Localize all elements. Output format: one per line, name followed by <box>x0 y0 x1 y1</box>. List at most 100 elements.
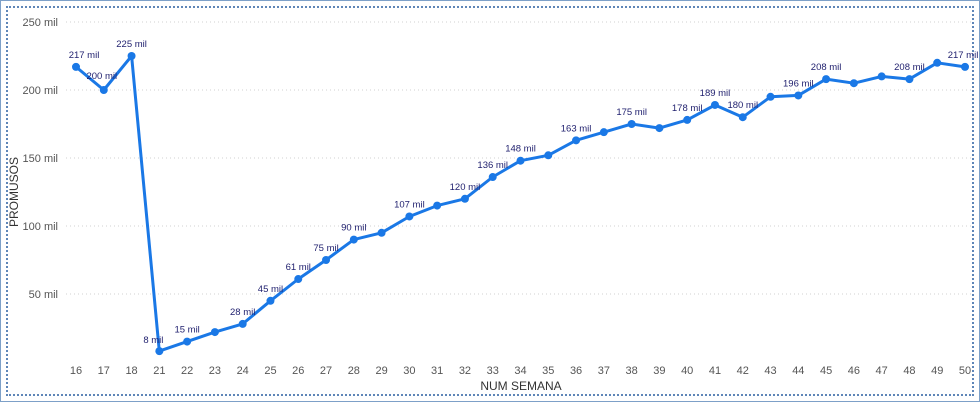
chart-inner-border <box>6 6 974 396</box>
x-tick-label: 46 <box>848 365 860 377</box>
x-tick-label: 21 <box>153 365 165 377</box>
data-point[interactable] <box>183 337 192 346</box>
y-tick-label: 50 mil <box>29 289 58 301</box>
data-point[interactable] <box>155 347 164 356</box>
y-tick-label: 200 mil <box>23 85 58 97</box>
data-label: 75 mil <box>313 243 338 254</box>
x-tick-label: 45 <box>820 365 832 377</box>
y-tick-label: 150 mil <box>23 153 58 165</box>
x-tick-label: 49 <box>931 365 943 377</box>
x-tick-label: 50 <box>959 365 971 377</box>
data-point[interactable] <box>294 275 303 284</box>
data-point[interactable] <box>933 58 942 67</box>
data-point[interactable] <box>710 100 719 109</box>
data-label: 148 mil <box>505 144 536 155</box>
data-label: 175 mil <box>616 107 647 118</box>
data-point[interactable] <box>738 113 747 122</box>
x-tick-label: 40 <box>681 365 693 377</box>
data-label: 45 mil <box>258 284 283 295</box>
data-points <box>72 52 969 356</box>
data-label: 15 mil <box>174 325 199 336</box>
x-tick-label: 16 <box>70 365 82 377</box>
data-label: 61 mil <box>286 262 311 273</box>
x-tick-label: 36 <box>570 365 582 377</box>
data-label: 107 mil <box>394 199 425 210</box>
x-tick-label: 38 <box>626 365 638 377</box>
data-point[interactable] <box>238 319 247 328</box>
y-tick-label: 250 mil <box>23 17 58 29</box>
data-point[interactable] <box>572 136 581 145</box>
x-axis-title: NUM SEMANA <box>480 379 561 393</box>
data-point[interactable] <box>72 62 80 71</box>
x-tick-label: 17 <box>98 365 110 377</box>
data-label: 225 mil <box>116 39 147 50</box>
data-point[interactable] <box>905 75 914 84</box>
data-label: 180 mil <box>727 100 758 111</box>
data-label: 136 mil <box>477 160 508 171</box>
data-point[interactable] <box>488 173 497 182</box>
data-point[interactable] <box>683 115 692 124</box>
data-point[interactable] <box>655 124 664 133</box>
data-point[interactable] <box>210 328 219 337</box>
data-point[interactable] <box>377 228 386 237</box>
data-point[interactable] <box>877 72 886 81</box>
x-tick-label: 47 <box>876 365 888 377</box>
x-tick-label: 43 <box>764 365 776 377</box>
x-tick-label: 41 <box>709 365 721 377</box>
data-point[interactable] <box>433 201 442 210</box>
data-label: 189 mil <box>700 88 731 99</box>
data-point[interactable] <box>627 120 636 128</box>
data-point[interactable] <box>516 156 525 165</box>
x-tick-label: 44 <box>792 365 804 377</box>
data-point[interactable] <box>127 52 136 60</box>
data-label: 208 mil <box>894 62 925 73</box>
series-line <box>74 54 967 353</box>
data-label: 163 mil <box>561 123 592 134</box>
data-label: 178 mil <box>672 103 703 114</box>
x-tick-label: 42 <box>737 365 749 377</box>
data-point[interactable] <box>322 256 331 264</box>
x-tick-label: 25 <box>264 365 276 377</box>
x-tick-label: 24 <box>237 365 249 377</box>
data-point[interactable] <box>794 91 803 100</box>
data-point[interactable] <box>766 92 775 101</box>
data-point[interactable] <box>266 296 275 305</box>
x-tick-label: 27 <box>320 365 332 377</box>
data-point[interactable] <box>599 128 608 137</box>
x-tick-label: 26 <box>292 365 304 377</box>
data-point[interactable] <box>349 235 358 244</box>
x-tick-label: 32 <box>459 365 471 377</box>
data-point[interactable] <box>849 79 858 88</box>
y-axis-title: PROMUSOS <box>7 157 21 227</box>
data-point[interactable] <box>99 86 108 94</box>
x-tick-label: 39 <box>653 365 665 377</box>
data-point[interactable] <box>460 194 469 203</box>
series-line-path <box>74 54 967 353</box>
x-tick-label: 33 <box>487 365 499 377</box>
x-tick-label: 34 <box>514 365 526 377</box>
data-point[interactable] <box>822 75 831 84</box>
data-label: 28 mil <box>230 307 255 318</box>
x-tick-label: 18 <box>125 365 137 377</box>
x-tick-label: 29 <box>375 365 387 377</box>
data-label: 217 mil <box>69 50 100 61</box>
x-tick-label: 28 <box>348 365 360 377</box>
x-axis-ticks: 16 17 18 21 22 23 24 25 26 27 28 29 30 31 32 33 34 35 36 37… <box>70 365 971 377</box>
x-tick-label: 31 <box>431 365 443 377</box>
x-tick-label: 48 <box>903 365 915 377</box>
data-point[interactable] <box>961 62 969 71</box>
data-label: 217 mil <box>948 50 979 61</box>
x-tick-label: 22 <box>181 365 193 377</box>
data-label: 200 mil <box>86 71 117 82</box>
data-label: 196 mil <box>783 78 814 89</box>
data-label: 8 mil <box>143 335 163 346</box>
y-axis-ticks: 50 mil 100 mil 150 mil 200 mil 250 mil <box>23 17 58 301</box>
data-label: 90 mil <box>341 223 366 234</box>
data-point[interactable] <box>544 151 553 160</box>
x-tick-label: 30 <box>403 365 415 377</box>
data-label: 120 mil <box>450 182 481 193</box>
data-label: 208 mil <box>811 62 842 73</box>
data-point[interactable] <box>405 212 414 221</box>
